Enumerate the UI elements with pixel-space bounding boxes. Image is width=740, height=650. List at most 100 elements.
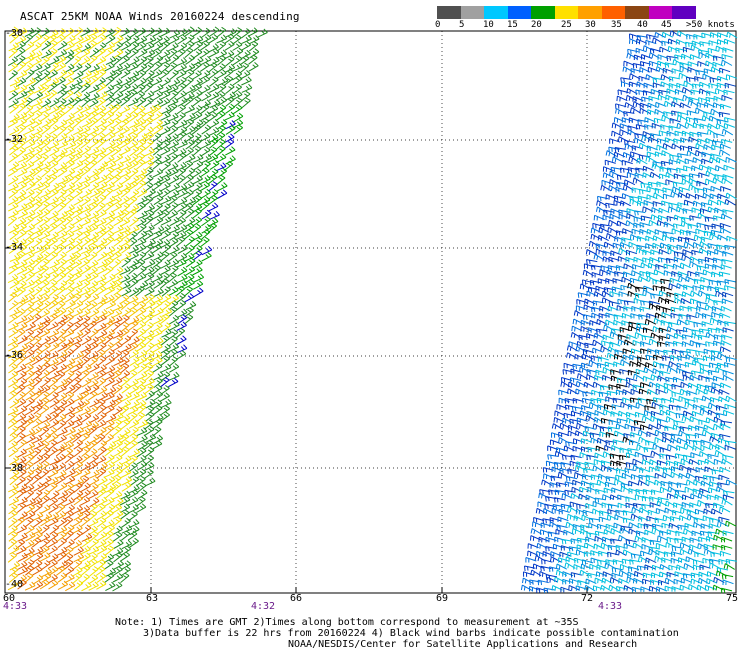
wind-barb xyxy=(96,34,107,45)
wind-barb xyxy=(81,188,92,199)
wind-barb xyxy=(129,300,139,311)
wind-barb xyxy=(112,341,123,352)
wind-barb xyxy=(706,536,718,542)
wind-barb xyxy=(16,229,27,240)
wind-barb xyxy=(128,231,138,242)
wind-barb xyxy=(31,42,42,52)
wind-barb xyxy=(41,75,52,86)
wind-barb xyxy=(690,578,702,585)
wind-barb xyxy=(241,90,251,102)
wind-barb xyxy=(144,350,155,361)
wind-barb xyxy=(57,40,68,51)
wind-barb xyxy=(56,182,67,193)
wind-barb xyxy=(41,166,51,178)
wind-barb xyxy=(16,250,26,262)
wind-barb xyxy=(7,510,18,520)
wind-barb xyxy=(112,55,123,66)
wind-barb xyxy=(57,572,68,583)
wind-barb xyxy=(97,174,108,184)
wind-barb xyxy=(64,112,75,123)
wind-barb xyxy=(627,129,639,136)
wind-barb xyxy=(153,35,163,46)
wind-barb xyxy=(80,308,91,318)
wind-barb xyxy=(73,580,84,591)
wind-barb xyxy=(16,90,28,100)
wind-barb xyxy=(81,62,92,73)
wind-barb xyxy=(96,165,106,177)
wind-barb xyxy=(176,57,188,67)
wind-barb xyxy=(191,124,202,135)
wind-barb xyxy=(120,138,131,149)
wind-barb xyxy=(128,349,139,359)
wind-barb xyxy=(48,153,59,164)
wind-barb xyxy=(9,279,20,289)
legend-labels: 0 5 10 15 20 25 30 35 40 45 >50 knots xyxy=(0,20,740,32)
wind-barb xyxy=(678,557,690,563)
wind-barb xyxy=(160,146,171,156)
wind-barb xyxy=(153,404,163,416)
wind-barb xyxy=(666,536,678,543)
wind-barb xyxy=(72,174,82,185)
legend-label-2: 10 xyxy=(483,20,494,30)
wind-barb xyxy=(232,34,242,45)
wind-barb xyxy=(72,259,83,270)
wind-barb xyxy=(87,33,98,44)
wind-barb xyxy=(48,328,60,338)
wind-barb xyxy=(24,245,36,256)
wind-barb xyxy=(88,272,99,282)
wind-barb xyxy=(719,143,731,150)
wind-barb xyxy=(651,526,663,534)
wind-barb xyxy=(623,111,635,117)
wind-barb xyxy=(660,160,673,167)
wind-barb xyxy=(136,328,147,339)
wind-barb xyxy=(583,263,596,269)
wind-barb xyxy=(33,348,43,360)
wind-barb xyxy=(692,440,705,446)
wind-barb xyxy=(192,89,203,100)
wind-barb xyxy=(81,77,92,88)
wind-barb xyxy=(590,233,602,240)
wind-barb xyxy=(224,63,236,73)
wind-barb xyxy=(145,238,156,248)
wind-barb xyxy=(633,216,645,222)
wind-barb xyxy=(144,160,154,171)
wind-barb xyxy=(8,152,19,163)
wind-barb xyxy=(691,410,703,417)
wind-barb xyxy=(639,188,651,195)
wind-barb xyxy=(183,286,194,297)
wind-barb xyxy=(201,209,212,220)
wind-barb xyxy=(24,27,36,38)
wind-barb xyxy=(105,146,116,157)
wind-barb xyxy=(137,48,148,58)
wind-barb xyxy=(24,349,35,360)
wind-barb xyxy=(79,251,91,261)
wind-barb xyxy=(199,132,211,142)
wind-barb xyxy=(40,139,50,150)
wind-barb xyxy=(40,111,50,122)
wind-barb xyxy=(40,146,51,156)
wind-barb xyxy=(618,410,630,417)
wind-barb xyxy=(160,349,170,360)
wind-barb xyxy=(8,182,19,192)
wind-barb xyxy=(606,352,618,360)
wind-barb xyxy=(73,244,84,255)
wind-barb xyxy=(24,89,35,100)
wind-barb xyxy=(160,126,171,136)
wind-barb xyxy=(40,188,51,198)
wind-barb xyxy=(151,104,162,115)
wind-barb xyxy=(65,243,76,254)
wind-barb xyxy=(184,153,196,164)
wind-barb xyxy=(80,356,90,367)
wind-barb xyxy=(673,578,685,585)
wind-barb xyxy=(119,327,130,338)
wind-barb xyxy=(184,118,195,130)
wind-barb xyxy=(616,95,628,102)
wind-barb xyxy=(698,51,710,59)
wind-barb xyxy=(120,551,131,562)
wind-barb xyxy=(700,523,712,529)
legend-swatch-6 xyxy=(578,6,602,19)
wind-barb xyxy=(121,257,131,268)
wind-barb xyxy=(144,356,155,367)
wind-barb xyxy=(40,223,50,235)
wind-barb xyxy=(184,279,195,289)
